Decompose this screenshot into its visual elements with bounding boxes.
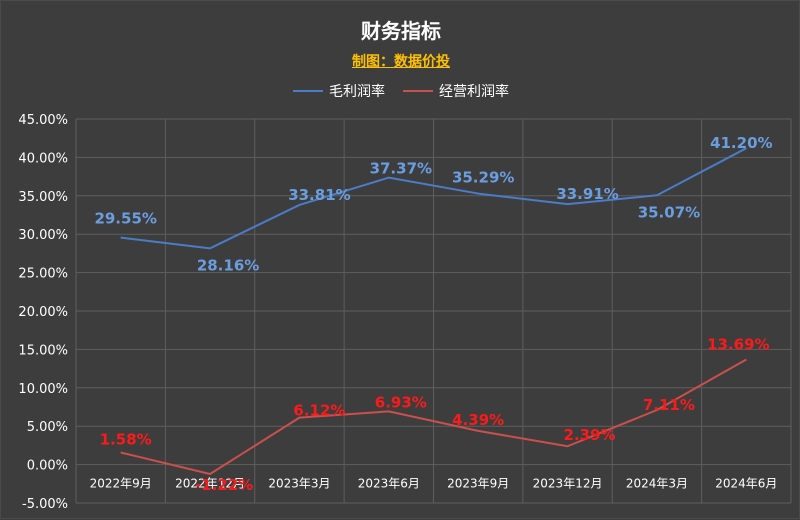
gross-margin-data-label: 37.37% — [370, 160, 432, 178]
operating-margin-data-label: 6.93% — [375, 393, 427, 411]
y-tick-label: 45.00% — [18, 113, 68, 128]
operating-margin-data-label: -1.22% — [195, 476, 253, 494]
operating-margin-data-label: 13.69% — [707, 335, 769, 353]
y-tick-label: 20.00% — [18, 305, 68, 320]
legend: 毛利润率 经营利润率 — [1, 81, 800, 101]
gross-margin-data-label: 35.07% — [638, 203, 700, 221]
y-tick-label: 35.00% — [18, 190, 68, 205]
chart-subtitle-text: 制图：数据价投 — [352, 54, 450, 70]
operating-margin-data-label: 2.39% — [564, 426, 616, 444]
x-tick-label: 2024年6月 — [715, 477, 777, 491]
y-tick-label: 25.00% — [18, 267, 68, 282]
x-tick-label: 2023年6月 — [358, 477, 420, 491]
x-tick-label: 2023年3月 — [268, 477, 330, 491]
operating-margin-data-label: 1.58% — [100, 430, 152, 448]
x-tick-label: 2023年12月 — [533, 477, 603, 491]
operating-margin-data-label: 7.11% — [643, 396, 695, 414]
chart-subtitle: 制图：数据价投 — [1, 51, 800, 71]
legend-item-gross-margin: 毛利润率 — [293, 81, 385, 101]
legend-swatch-operating-margin — [403, 90, 433, 92]
y-tick-label: 30.00% — [18, 228, 68, 243]
y-tick-label: 10.00% — [18, 382, 68, 397]
legend-label-gross-margin: 毛利润率 — [329, 84, 385, 100]
legend-label-operating-margin: 经营利润率 — [439, 84, 509, 100]
gross-margin-line — [120, 147, 747, 250]
x-tick-label: 2024年3月 — [626, 477, 688, 491]
y-tick-label: 15.00% — [18, 343, 68, 358]
gross-margin-data-label: 29.55% — [94, 210, 156, 228]
gross-margin-data-label: 33.91% — [556, 185, 618, 203]
gross-margin-data-label: 35.29% — [452, 169, 514, 187]
operating-margin-data-label: 4.39% — [452, 411, 504, 429]
y-tick-label: 40.00% — [18, 151, 68, 166]
y-tick-label: 5.00% — [27, 420, 68, 435]
x-tick-label: 2023年9月 — [447, 477, 509, 491]
x-tick-label: 2022年9月 — [90, 477, 152, 491]
gross-margin-data-label: 33.81% — [288, 186, 350, 204]
gross-margin-data-label: 28.16% — [197, 256, 259, 274]
y-tick-label: 0.00% — [27, 459, 68, 474]
legend-item-operating-margin: 经营利润率 — [403, 81, 509, 101]
legend-swatch-gross-margin — [293, 90, 323, 92]
x-tick-label: 2022年12月 — [175, 477, 245, 491]
chart-title: 财务指标 — [361, 19, 441, 43]
operating-margin-line — [120, 358, 747, 475]
operating-margin-data-label: 6.12% — [293, 402, 345, 420]
y-tick-label: -5.00% — [22, 497, 68, 512]
gross-margin-data-label: 41.20% — [710, 134, 772, 152]
